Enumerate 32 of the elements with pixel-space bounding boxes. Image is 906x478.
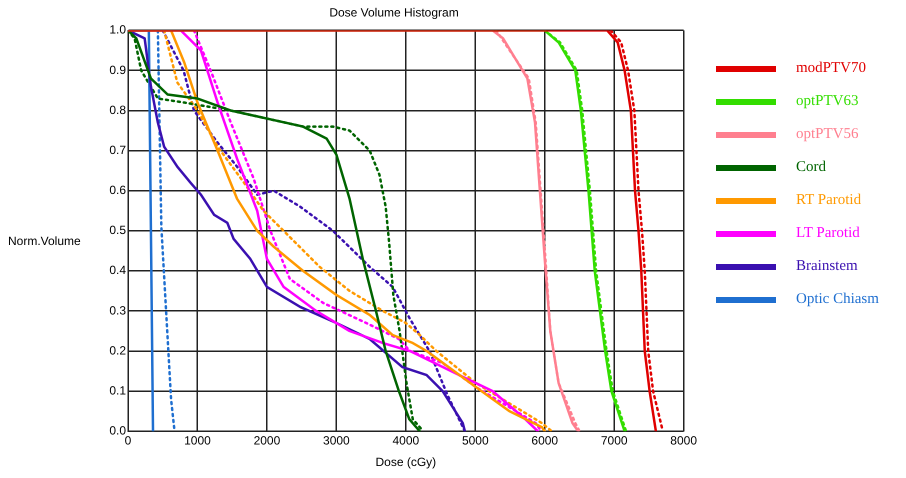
legend-label: Brainstem	[796, 258, 858, 275]
y-tick-label: 1.0	[109, 22, 126, 37]
chart-title: Dose Volume Histogram	[329, 6, 459, 20]
y-tick-label: 0.0	[109, 424, 126, 438]
legend-label: modPTV70	[796, 60, 866, 77]
y-tick-label: 0.4	[109, 263, 126, 278]
y-tick-label: 0.9	[109, 62, 126, 77]
y-tick-label: 0.8	[109, 102, 126, 117]
x-tick-label: 6000	[531, 434, 558, 448]
line-series	[156, 30, 176, 432]
y-tick-label: 0.1	[109, 383, 126, 398]
x-axis-title: Dose (cGy)	[375, 455, 436, 470]
y-tick-label: 0.7	[109, 142, 126, 157]
x-tick-label: 5000	[462, 434, 489, 448]
x-tick-label: 3000	[323, 434, 350, 448]
legend-label: Cord	[796, 159, 826, 176]
y-tick-label: 0.6	[109, 183, 126, 198]
x-tick-label: 0	[124, 434, 132, 448]
legend-label: LT Parotid	[796, 225, 860, 242]
legend-label: Optic Chiasm	[796, 291, 879, 308]
legend-label: optPTV56	[796, 126, 859, 143]
legend-label: RT Parotid	[796, 192, 862, 209]
x-tick-label: 1000	[184, 434, 212, 448]
x-tick-label: 8000	[670, 434, 698, 448]
legend-label: optPTV63	[796, 93, 859, 110]
y-tick-label: 0.5	[109, 223, 126, 238]
y-tick-label: 0.3	[109, 303, 126, 318]
x-tick-label: 7000	[600, 434, 628, 448]
y-axis-title: Norm.Volume	[8, 234, 81, 248]
x-tick-label: 2000	[254, 434, 281, 448]
y-tick-label: 0.2	[109, 343, 126, 358]
x-tick-label: 4000	[392, 434, 420, 448]
